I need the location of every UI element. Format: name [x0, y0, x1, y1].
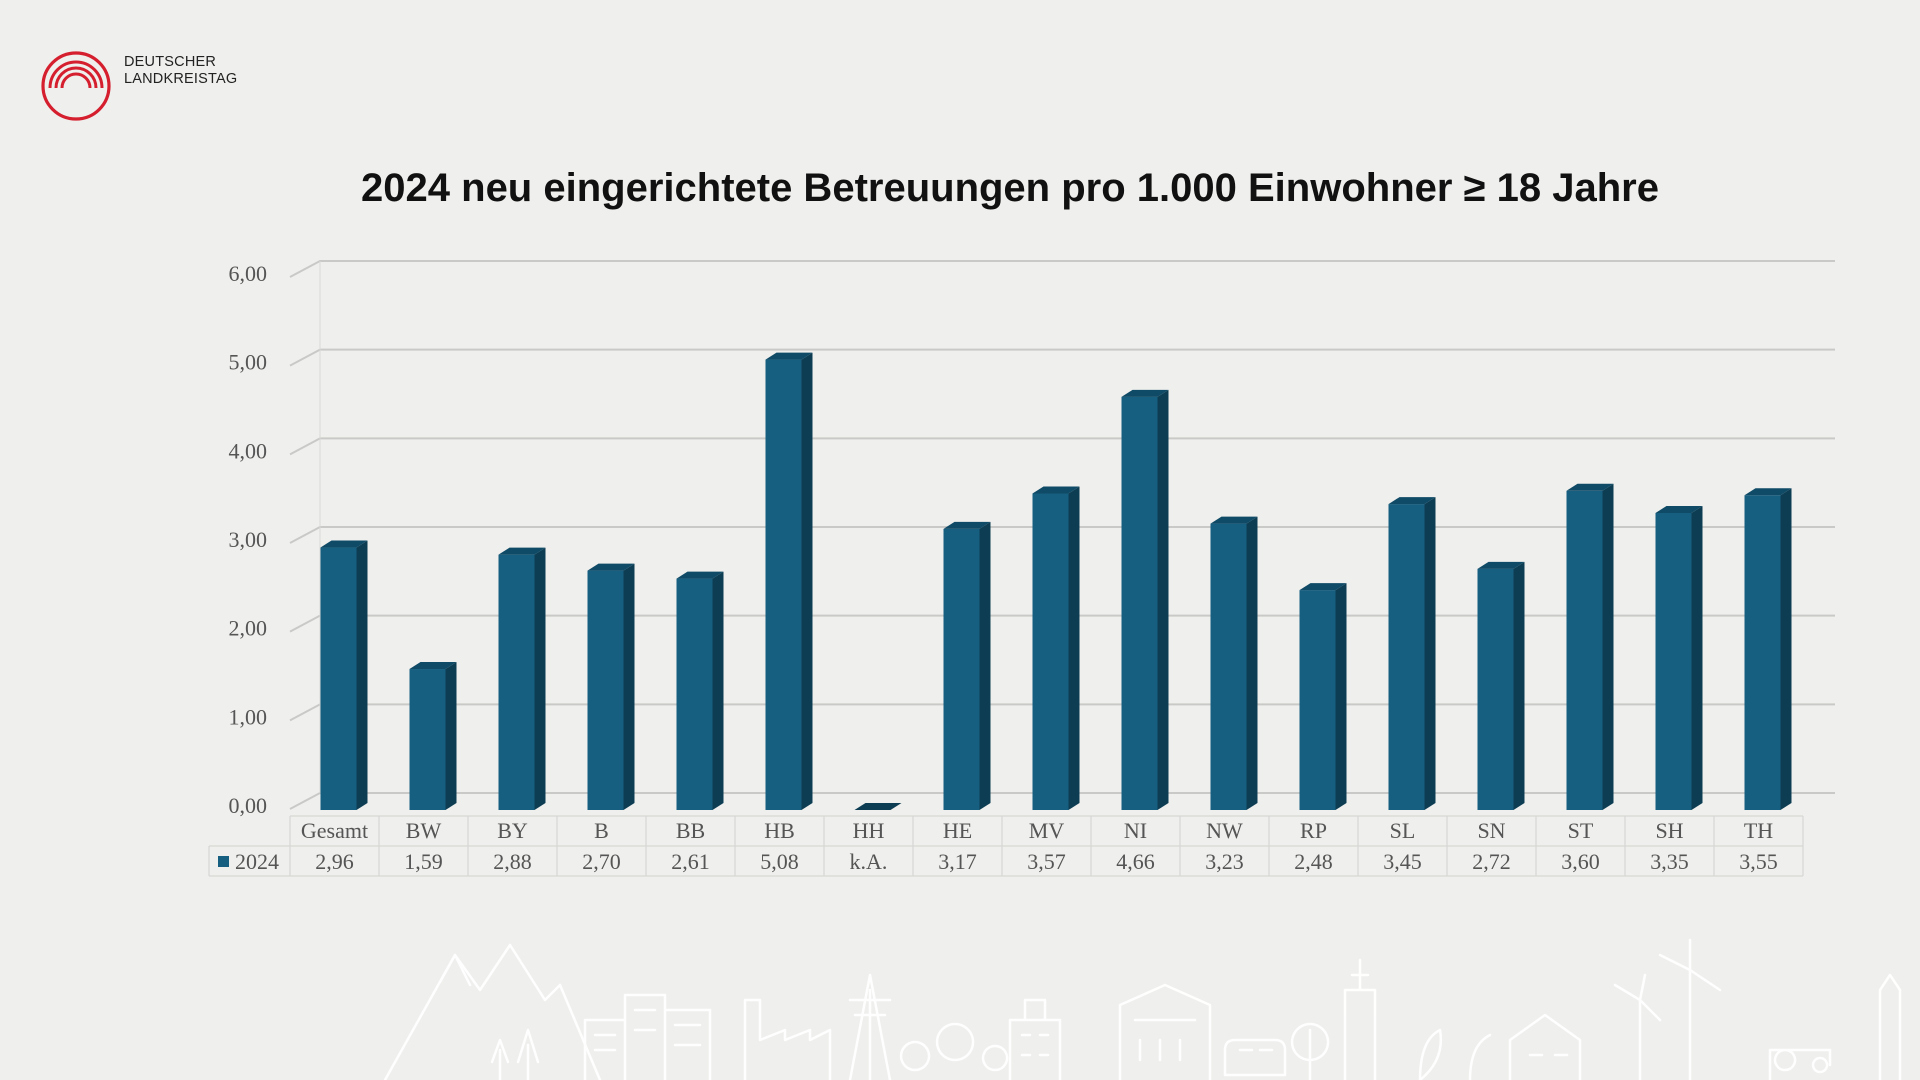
y-tick-label: 6,00 — [229, 261, 268, 286]
chart-title: 2024 neu eingerichtete Betreuungen pro 1… — [361, 166, 1659, 210]
bar-he — [943, 521, 991, 810]
x-tick-label: NI — [1124, 818, 1147, 843]
bar-rp — [1299, 583, 1347, 810]
y-tick-label: 4,00 — [229, 438, 268, 463]
logo-text: DEUTSCHER LANDKREISTAG — [124, 54, 237, 88]
bar-bb — [676, 571, 724, 810]
bar-by — [498, 547, 546, 810]
x-tick-label: BW — [406, 818, 442, 843]
data-label: 3,57 — [1027, 849, 1066, 874]
data-label: 2,61 — [671, 849, 710, 874]
bar-sh — [1655, 505, 1703, 810]
y-tick-label: 3,00 — [229, 527, 268, 552]
legend-swatch — [218, 856, 229, 867]
y-tick-label: 2,00 — [229, 616, 268, 641]
x-tick-label: Gesamt — [301, 818, 368, 843]
legend-label: 2024 — [235, 849, 279, 874]
x-tick-label: SN — [1477, 818, 1505, 843]
x-tick-label: ST — [1568, 818, 1594, 843]
data-label: 3,45 — [1383, 849, 1422, 874]
data-label: 5,08 — [760, 849, 799, 874]
bar-sl — [1388, 497, 1436, 810]
data-label: 3,23 — [1205, 849, 1244, 874]
bar-mv — [1032, 486, 1080, 810]
logo-line-2: LANDKREISTAG — [124, 71, 238, 87]
data-label: 3,55 — [1739, 849, 1778, 874]
x-tick-label: TH — [1744, 818, 1773, 843]
x-tick-label: NW — [1206, 818, 1243, 843]
bar-gesamt — [320, 540, 368, 810]
data-label: 1,59 — [404, 849, 443, 874]
logo-line-1: DEUTSCHER — [124, 54, 217, 70]
logo-emblem-icon — [41, 51, 111, 121]
x-tick-label: SH — [1655, 818, 1683, 843]
x-tick-label: MV — [1029, 818, 1065, 843]
x-tick-label: BY — [497, 818, 528, 843]
bar-hb — [765, 352, 813, 810]
bar-st — [1566, 483, 1614, 810]
bar-sn — [1477, 561, 1525, 810]
y-tick-label: 1,00 — [229, 704, 268, 729]
data-label: 3,60 — [1561, 849, 1600, 874]
x-tick-label: RP — [1300, 818, 1327, 843]
bar-ni — [1121, 389, 1169, 810]
x-tick-label: HE — [943, 818, 972, 843]
data-label: 2,72 — [1472, 849, 1511, 874]
data-label: k.A. — [850, 849, 888, 874]
data-label: 3,17 — [938, 849, 977, 874]
data-label: 2,70 — [582, 849, 621, 874]
bar-th — [1744, 488, 1792, 810]
y-tick-label: 0,00 — [229, 793, 268, 818]
data-label: 2,88 — [493, 849, 532, 874]
data-label: 2,96 — [315, 849, 354, 874]
bar-nw — [1210, 516, 1258, 810]
data-label: 4,66 — [1116, 849, 1155, 874]
x-tick-label: BB — [676, 818, 705, 843]
x-tick-label: SL — [1390, 818, 1416, 843]
data-label: 2,48 — [1294, 849, 1333, 874]
x-tick-label: HH — [853, 818, 885, 843]
y-tick-label: 5,00 — [229, 350, 268, 375]
x-tick-label: B — [594, 818, 609, 843]
bar-hh — [854, 803, 902, 810]
bar-bw — [409, 662, 457, 810]
data-label: 3,35 — [1650, 849, 1689, 874]
x-tick-label: HB — [764, 818, 795, 843]
logo: DEUTSCHER LANDKREISTAG — [40, 48, 260, 122]
bar-b — [587, 563, 635, 810]
